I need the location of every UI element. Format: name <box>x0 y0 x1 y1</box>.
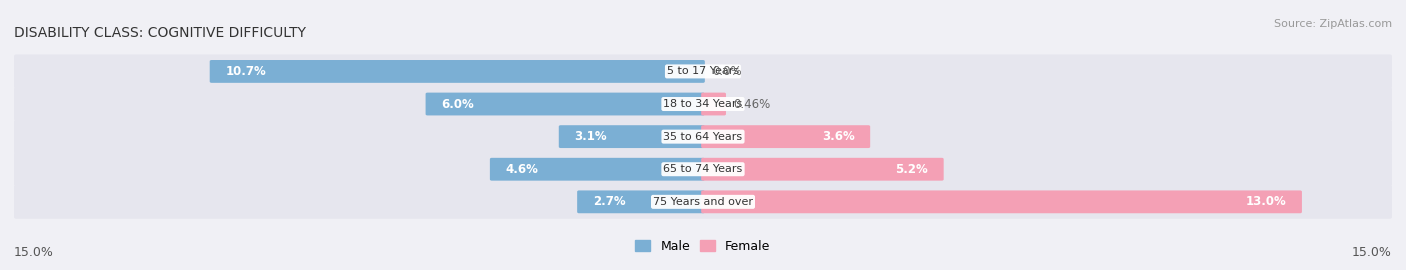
Text: 4.6%: 4.6% <box>506 163 538 176</box>
Text: 5 to 17 Years: 5 to 17 Years <box>666 66 740 76</box>
Text: 0.46%: 0.46% <box>734 97 770 110</box>
Text: 75 Years and over: 75 Years and over <box>652 197 754 207</box>
FancyBboxPatch shape <box>702 125 870 148</box>
Text: 10.7%: 10.7% <box>225 65 266 78</box>
Text: 35 to 64 Years: 35 to 64 Years <box>664 132 742 142</box>
FancyBboxPatch shape <box>14 120 1392 154</box>
Text: 5.2%: 5.2% <box>896 163 928 176</box>
Text: 65 to 74 Years: 65 to 74 Years <box>664 164 742 174</box>
Text: 0.0%: 0.0% <box>713 65 742 78</box>
Text: 2.7%: 2.7% <box>593 195 626 208</box>
FancyBboxPatch shape <box>426 93 704 116</box>
FancyBboxPatch shape <box>209 60 704 83</box>
FancyBboxPatch shape <box>14 87 1392 121</box>
FancyBboxPatch shape <box>558 125 704 148</box>
FancyBboxPatch shape <box>576 190 704 213</box>
FancyBboxPatch shape <box>702 158 943 181</box>
FancyBboxPatch shape <box>14 185 1392 219</box>
FancyBboxPatch shape <box>14 55 1392 88</box>
Text: 13.0%: 13.0% <box>1246 195 1286 208</box>
Legend: Male, Female: Male, Female <box>636 240 770 253</box>
Text: 6.0%: 6.0% <box>441 97 474 110</box>
Text: 3.6%: 3.6% <box>823 130 855 143</box>
Text: 3.1%: 3.1% <box>575 130 607 143</box>
FancyBboxPatch shape <box>702 190 1302 213</box>
FancyBboxPatch shape <box>14 152 1392 186</box>
Text: 15.0%: 15.0% <box>14 246 53 259</box>
FancyBboxPatch shape <box>702 93 725 116</box>
Text: Source: ZipAtlas.com: Source: ZipAtlas.com <box>1274 19 1392 29</box>
FancyBboxPatch shape <box>489 158 704 181</box>
Text: 15.0%: 15.0% <box>1353 246 1392 259</box>
Text: 18 to 34 Years: 18 to 34 Years <box>664 99 742 109</box>
Text: DISABILITY CLASS: COGNITIVE DIFFICULTY: DISABILITY CLASS: COGNITIVE DIFFICULTY <box>14 26 307 40</box>
